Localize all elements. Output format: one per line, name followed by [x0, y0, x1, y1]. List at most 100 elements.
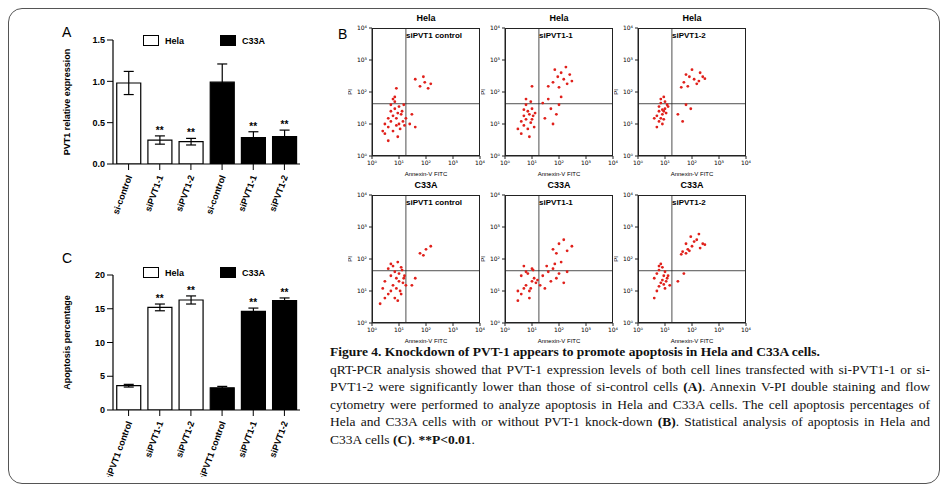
svg-text:Annexin-V FITC: Annexin-V FITC — [538, 171, 581, 176]
svg-text:10³: 10³ — [623, 56, 634, 63]
svg-text:10²: 10² — [357, 88, 368, 95]
svg-text:10¹: 10¹ — [357, 287, 368, 294]
svg-text:10⁴: 10⁴ — [490, 191, 501, 198]
svg-text:0.5: 0.5 — [92, 118, 105, 128]
svg-text:10¹: 10¹ — [394, 159, 405, 166]
svg-text:siPVT1-1: siPVT1-1 — [143, 174, 165, 213]
svg-text:10²: 10² — [357, 255, 368, 262]
svg-text:10³: 10³ — [490, 56, 501, 63]
svg-text:10²: 10² — [490, 255, 501, 262]
svg-text:1.5: 1.5 — [92, 35, 105, 45]
svg-text:10²: 10² — [687, 326, 698, 333]
svg-text:10²: 10² — [623, 88, 634, 95]
svg-text:PI: PI — [481, 89, 486, 95]
svg-text:Annexin-V FITC: Annexin-V FITC — [405, 338, 448, 343]
svg-text:10²: 10² — [554, 326, 565, 333]
svg-text:10⁴: 10⁴ — [741, 159, 752, 166]
svg-text:10³: 10³ — [714, 326, 725, 333]
svg-text:10⁴: 10⁴ — [623, 24, 634, 31]
svg-text:0.0: 0.0 — [92, 159, 105, 169]
svg-text:10¹: 10¹ — [357, 120, 368, 127]
svg-text:10¹: 10¹ — [527, 159, 538, 166]
svg-text:10²: 10² — [421, 159, 432, 166]
svg-text:siPVT1 control: siPVT1 control — [197, 420, 228, 477]
svg-text:10⁴: 10⁴ — [475, 159, 486, 166]
svg-text:10⁰: 10⁰ — [633, 159, 644, 166]
svg-text:Annexin-V FITC: Annexin-V FITC — [405, 171, 448, 176]
svg-text:10⁰: 10⁰ — [490, 152, 501, 159]
svg-text:PI: PI — [481, 256, 486, 262]
svg-text:PI: PI — [614, 256, 619, 262]
svg-text:**: ** — [156, 125, 164, 136]
svg-text:siPVT1-1: siPVT1-1 — [236, 174, 258, 213]
svg-text:10³: 10³ — [448, 326, 459, 333]
svg-text:10²: 10² — [554, 159, 565, 166]
svg-text:10: 10 — [95, 338, 105, 348]
svg-text:10⁴: 10⁴ — [357, 24, 368, 31]
svg-text:10¹: 10¹ — [660, 326, 671, 333]
svg-text:10²: 10² — [421, 326, 432, 333]
svg-text:Annexin-V FITC: Annexin-V FITC — [671, 171, 714, 176]
svg-text:10⁴: 10⁴ — [608, 326, 619, 333]
svg-text:10³: 10³ — [623, 223, 634, 230]
svg-text:siPVT1-2: siPVT1-2 — [174, 174, 196, 213]
svg-text:10⁴: 10⁴ — [357, 191, 368, 198]
svg-text:10⁰: 10⁰ — [623, 152, 634, 159]
svg-text:10⁰: 10⁰ — [367, 326, 378, 333]
svg-text:PI: PI — [614, 89, 619, 95]
svg-text:PI: PI — [348, 256, 353, 262]
svg-text:siPVT1-2: siPVT1-2 — [268, 174, 290, 213]
svg-text:Apoptosis percentage: Apoptosis percentage — [62, 295, 72, 390]
svg-text:si-control: si-control — [204, 174, 227, 216]
svg-text:10³: 10³ — [581, 326, 592, 333]
svg-text:10⁴: 10⁴ — [741, 326, 752, 333]
svg-text:10⁴: 10⁴ — [475, 326, 486, 333]
svg-text:**: ** — [249, 121, 257, 132]
svg-text:10³: 10³ — [357, 56, 368, 63]
svg-text:10³: 10³ — [581, 159, 592, 166]
svg-text:siPVT1-1: siPVT1-1 — [236, 420, 258, 459]
svg-text:10¹: 10¹ — [527, 326, 538, 333]
svg-text:Annexin-V FITC: Annexin-V FITC — [671, 338, 714, 343]
svg-text:**: ** — [156, 293, 164, 304]
svg-text:10³: 10³ — [714, 159, 725, 166]
svg-text:10¹: 10¹ — [660, 159, 671, 166]
svg-text:10⁰: 10⁰ — [623, 319, 634, 326]
svg-text:10⁴: 10⁴ — [608, 159, 619, 166]
svg-text:10⁰: 10⁰ — [500, 326, 511, 333]
svg-text:10⁰: 10⁰ — [357, 319, 368, 326]
svg-text:PI: PI — [348, 89, 353, 95]
svg-text:siPVT1-2: siPVT1-2 — [174, 420, 196, 459]
svg-text:0: 0 — [100, 405, 105, 415]
svg-text:10⁰: 10⁰ — [500, 159, 511, 166]
svg-text:PVT1 relative expression: PVT1 relative expression — [62, 49, 72, 156]
svg-text:10⁰: 10⁰ — [357, 152, 368, 159]
svg-text:**: ** — [249, 297, 257, 308]
svg-text:**: ** — [187, 285, 195, 296]
svg-text:10¹: 10¹ — [490, 120, 501, 127]
svg-text:siPVT1 control: siPVT1 control — [103, 420, 134, 477]
svg-text:10⁰: 10⁰ — [367, 159, 378, 166]
svg-text:10⁴: 10⁴ — [490, 24, 501, 31]
svg-text:**: ** — [281, 119, 289, 130]
svg-text:10⁰: 10⁰ — [490, 319, 501, 326]
svg-text:**: ** — [187, 127, 195, 138]
svg-text:15: 15 — [95, 304, 105, 314]
svg-text:10³: 10³ — [490, 223, 501, 230]
svg-text:10²: 10² — [623, 255, 634, 262]
svg-text:10³: 10³ — [357, 223, 368, 230]
svg-text:20: 20 — [95, 270, 105, 280]
svg-text:10¹: 10¹ — [623, 120, 634, 127]
svg-text:1.0: 1.0 — [92, 77, 105, 87]
svg-text:siPVT1-1: siPVT1-1 — [143, 420, 165, 459]
svg-text:10¹: 10¹ — [623, 287, 634, 294]
svg-text:10³: 10³ — [448, 159, 459, 166]
svg-text:10¹: 10¹ — [394, 326, 405, 333]
svg-text:10⁴: 10⁴ — [623, 191, 634, 198]
svg-text:10⁰: 10⁰ — [633, 326, 644, 333]
svg-text:Annexin-V FITC: Annexin-V FITC — [538, 338, 581, 343]
svg-text:10¹: 10¹ — [490, 287, 501, 294]
svg-text:10²: 10² — [490, 88, 501, 95]
svg-text:10²: 10² — [687, 159, 698, 166]
svg-text:si-control: si-control — [111, 174, 134, 216]
